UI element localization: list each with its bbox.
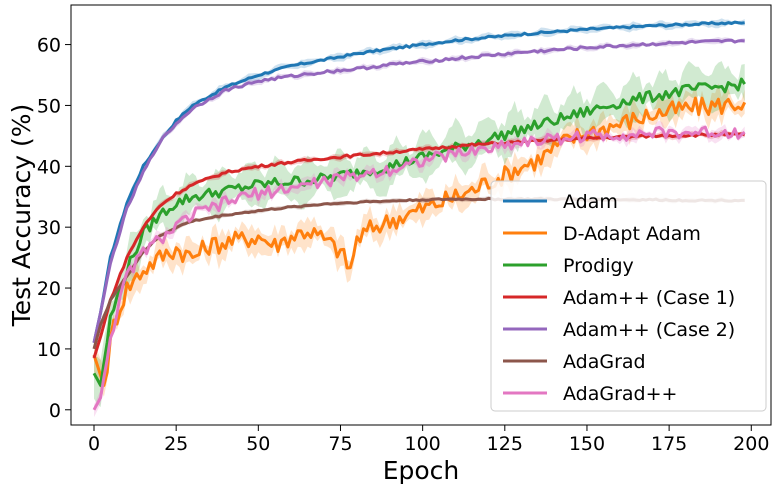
x-axis-ticks: 0 25 50 75 100 125 150 175 200 (88, 425, 769, 455)
y-tick-label: 40 (37, 156, 61, 178)
y-tick-label: 10 (37, 339, 61, 361)
legend-label: Adam (563, 191, 618, 213)
line-d-adapt-adam (92, 96, 747, 387)
legend-label: Adam++ (Case 2) (563, 319, 735, 341)
legend-box (490, 180, 767, 412)
legend-label: D-Adapt Adam (563, 223, 701, 245)
y-axis-title: Test Accuracy (%) (7, 104, 36, 328)
legend-label: Adam++ (Case 1) (563, 287, 735, 309)
line-adagrad- (92, 125, 746, 411)
line-prodigy (92, 77, 746, 387)
line-adam-case-2- (92, 38, 745, 344)
y-axis-ticks: 0 10 20 30 40 50 60 (37, 35, 71, 422)
y-tick-label: 20 (37, 278, 61, 300)
x-tick-label: 125 (487, 433, 523, 455)
x-tick-label: 100 (405, 433, 441, 455)
x-tick-label: 175 (651, 433, 687, 455)
x-tick-label: 0 (88, 433, 100, 455)
x-tick-label: 200 (733, 433, 769, 455)
y-tick-label: 0 (49, 400, 61, 422)
y-tick-label: 50 (37, 95, 61, 117)
x-tick-label: 75 (328, 433, 352, 455)
series-lines (92, 20, 747, 411)
line-adam (92, 20, 745, 344)
x-tick-label: 25 (164, 433, 188, 455)
y-tick-label: 60 (37, 35, 61, 57)
legend-label: AdaGrad (563, 351, 646, 373)
x-axis-title: Epoch (383, 456, 460, 484)
band-d-adapt-adam (94, 83, 745, 397)
x-tick-label: 150 (569, 433, 605, 455)
legend-label: Prodigy (563, 255, 634, 277)
legend: Adam D-Adapt Adam Prodigy Adam++ (Case 1) Ad… (490, 180, 767, 412)
x-tick-label: 50 (246, 433, 270, 455)
legend-label: AdaGrad++ (563, 383, 677, 405)
y-tick-label: 30 (37, 217, 61, 239)
plot-frame (70, 4, 772, 426)
